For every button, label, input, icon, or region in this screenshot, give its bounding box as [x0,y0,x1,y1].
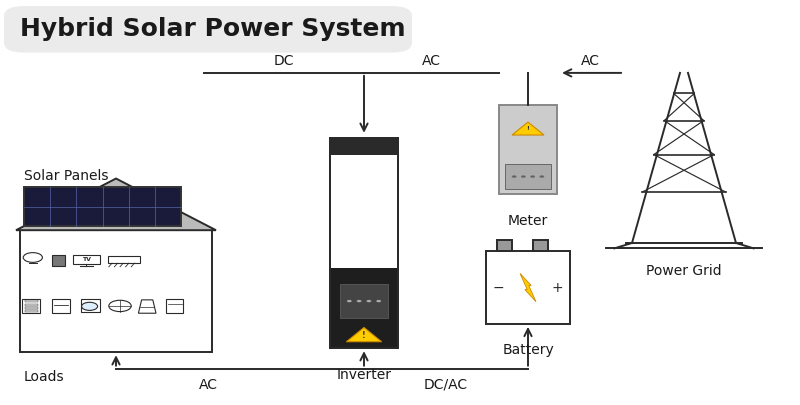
Bar [22,298,40,313]
Text: AC: AC [581,54,600,68]
Text: Inverter: Inverter [337,368,391,382]
Bar [330,138,398,348]
Bar [25,300,38,302]
Circle shape [512,175,517,178]
Text: +: + [551,281,563,294]
Bar [486,251,570,324]
Bar [73,255,100,264]
Text: −: − [493,281,505,294]
Text: TV: TV [82,257,91,262]
Bar [25,307,38,309]
Circle shape [109,300,131,311]
Bar [497,240,512,251]
Bar [25,310,38,312]
Polygon shape [16,179,216,230]
Polygon shape [346,328,382,342]
Bar [108,256,140,263]
Text: DC/AC: DC/AC [424,378,468,392]
Circle shape [357,300,362,302]
Circle shape [376,300,381,302]
Bar [533,240,548,251]
Bar [81,299,100,312]
Bar [52,255,65,266]
Text: Battery: Battery [502,343,554,357]
Bar [24,187,182,226]
Bar [330,268,398,348]
Polygon shape [520,273,536,302]
Bar [330,138,398,348]
Bar [330,138,398,155]
Polygon shape [138,300,156,313]
Text: Hybrid Solar Power System: Hybrid Solar Power System [20,17,406,41]
Text: AC: AC [422,54,441,68]
Circle shape [347,300,352,302]
Text: Power Grid: Power Grid [646,264,722,278]
Circle shape [539,175,544,178]
Circle shape [366,300,371,302]
Circle shape [82,302,98,310]
Bar [339,284,389,318]
Text: Solar Panels: Solar Panels [24,169,109,183]
Text: !: ! [526,126,530,132]
Circle shape [23,253,42,262]
Text: !: ! [362,330,366,339]
Text: AC: AC [198,378,218,392]
Text: DC: DC [274,54,294,68]
Circle shape [521,175,526,178]
Bar [499,105,557,194]
Bar [20,230,212,352]
Bar [52,298,70,313]
Bar [166,299,183,313]
Text: Loads: Loads [24,370,65,384]
FancyBboxPatch shape [4,6,412,53]
Bar [25,303,38,305]
Circle shape [530,175,535,178]
Text: Meter: Meter [508,214,548,228]
Bar [505,164,551,189]
Polygon shape [512,122,544,135]
